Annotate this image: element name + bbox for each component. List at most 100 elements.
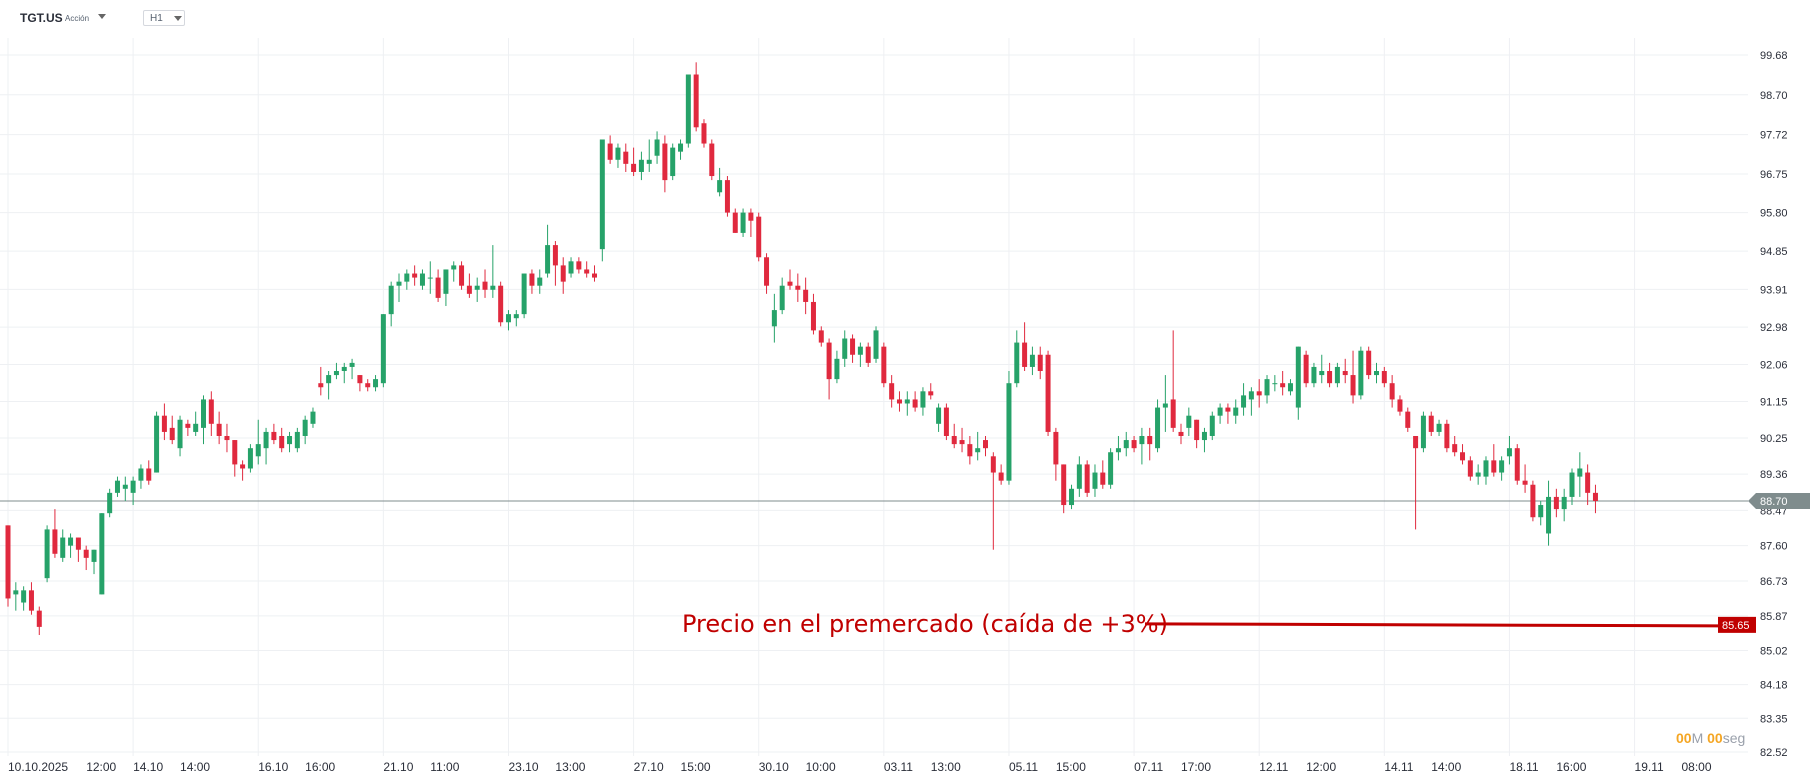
candle-body [287,435,293,445]
candle-body [36,610,42,627]
candle-body [951,435,957,445]
candle-body [435,277,441,298]
candle-body [357,375,363,384]
candle-body [717,180,723,193]
candle-body [68,537,74,546]
candle-body [576,261,582,270]
candle-body [1045,354,1051,432]
candle-body [99,513,105,595]
candle-body [185,423,191,428]
candle-body [818,330,824,343]
candle-body [5,525,11,599]
candle-body [279,435,285,449]
x-tick-label: 14:00 [180,760,210,774]
candle-body [13,590,19,595]
candle-body [326,375,332,384]
candle-body [1444,423,1450,449]
y-tick-label: 92.98 [1760,322,1788,334]
timeframe-select[interactable]: H1 [143,10,185,26]
candle-body [505,314,511,323]
annotation-price-label: 85.65 [1722,620,1750,632]
y-tick-label: 94.85 [1760,246,1788,258]
y-tick-label: 92.06 [1760,360,1788,372]
candle-body [1178,431,1184,436]
candle-body [1053,431,1059,465]
candle-body [865,346,871,363]
candle-body [1381,371,1387,384]
x-tick-label: 08:00 [1681,760,1711,774]
candle-body [310,411,316,424]
candle-body [1397,399,1403,412]
candle-body [521,273,527,315]
candle-body [1201,431,1207,441]
countdown-minutes: 00 [1676,730,1692,746]
candle-body [1522,480,1528,485]
candle-body [560,265,566,282]
candle-body [466,285,472,294]
countdown-seconds-unit: seg [1722,730,1746,746]
candle-body [1280,383,1286,388]
candle-body [529,273,535,286]
candle-body [795,285,801,290]
x-tick-label: 21.10 [383,760,413,774]
candle-body [75,537,81,550]
candle-body [1389,383,1395,400]
candle-body [255,444,261,457]
symbol-dropdown-icon[interactable] [98,14,106,19]
candle-body [294,431,300,449]
candle-body [592,273,597,278]
candle-body [114,480,120,493]
candle-body [545,245,551,274]
candle-body [756,216,762,258]
y-tick-label: 93.91 [1760,284,1788,296]
candle-body [232,440,238,465]
candle-body [1499,460,1505,473]
x-tick-label: 27.10 [634,760,664,774]
annotation-text: Precio en el premercado (caída de +3%) [682,610,1168,638]
candle-body [983,440,988,449]
x-tick-label: 16:00 [305,760,335,774]
candle-body [1374,371,1379,376]
candle-body [1217,407,1223,416]
candle-body [928,391,934,396]
candle-body [146,468,152,481]
candle-body [44,529,50,579]
y-tick-label: 99.68 [1760,50,1788,62]
candle-body [177,419,183,449]
candle-body [975,448,981,453]
candle-body [1131,440,1137,449]
candle-body [1287,383,1293,392]
candle-body [709,143,715,177]
candle-body [842,338,848,359]
candle-body [138,468,144,481]
candle-body [482,281,488,290]
annotation-line [1144,622,1719,628]
candle-body [1475,472,1481,477]
candle-body [1436,423,1442,432]
candle-body [427,277,433,279]
candle-body [826,342,832,380]
candle-body [208,399,214,424]
x-tick-label: 10.10.2025 [8,760,68,774]
timeframe-dropdown-icon[interactable] [174,16,182,21]
candle-body [513,314,519,319]
candle-body [1022,342,1028,367]
candle-body [271,431,277,441]
candle-body [1491,460,1497,473]
candle-body [1585,472,1591,493]
symbol-name[interactable]: TGT.US [20,11,63,25]
candle-body [349,362,355,367]
candle-body [599,139,605,250]
candle-body [224,435,230,441]
candle-body [623,151,629,164]
candle-body [748,212,754,221]
y-tick-label: 84.18 [1760,680,1788,692]
x-tick-label: 12:00 [86,760,116,774]
candle-body [537,277,543,286]
candle-body [1256,391,1262,396]
candle-body [889,383,895,400]
candle-body [451,265,457,270]
candle-body [396,281,402,286]
candle-body [1577,468,1583,477]
